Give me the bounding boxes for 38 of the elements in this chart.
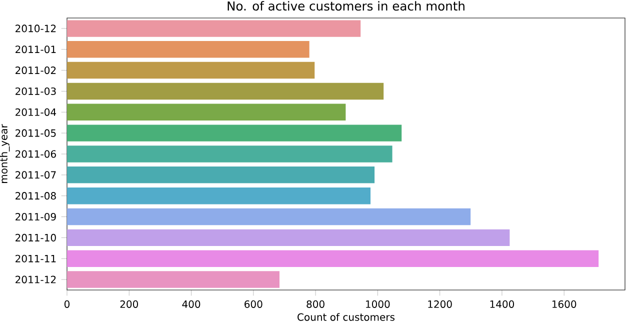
- bar: [67, 229, 510, 246]
- y-tick-label: 2011-06: [16, 150, 56, 158]
- bar: [67, 146, 392, 162]
- y-tick-label: 2011-05: [16, 129, 56, 137]
- x-tick-label: 1400: [490, 300, 514, 308]
- bar: [67, 187, 371, 204]
- y-tick-label: 2011-11: [16, 254, 56, 262]
- y-tick-label: 2011-08: [16, 192, 56, 200]
- y-tick-label: 2011-01: [16, 46, 56, 54]
- bar: [67, 20, 361, 37]
- x-tick-label: 400: [182, 300, 200, 308]
- bar: [67, 62, 315, 79]
- x-tick-label: 0: [64, 300, 70, 308]
- y-tick-label: 2010-12: [16, 24, 56, 32]
- x-tick-label: 200: [120, 300, 138, 308]
- bar: [67, 124, 402, 142]
- y-tick-label: 2011-12: [16, 276, 56, 284]
- bar: [67, 41, 310, 58]
- bar: [67, 166, 375, 184]
- x-tick-label: 1600: [552, 300, 576, 308]
- bar: [67, 250, 599, 267]
- x-tick-label: 1000: [366, 300, 390, 308]
- y-tick-label: 2011-10: [16, 234, 56, 242]
- bar: [67, 82, 384, 100]
- y-tick-label: 2011-04: [16, 108, 56, 116]
- x-tick-label: 1200: [428, 300, 452, 308]
- y-tick-label: 2011-03: [16, 87, 56, 96]
- y-tick-label: 2011-07: [16, 171, 56, 179]
- bar: [67, 271, 280, 288]
- y-tick-label: 2011-02: [16, 66, 56, 74]
- y-axis-title: month_year: [0, 124, 10, 183]
- bar: [67, 208, 471, 226]
- x-tick-label: 600: [244, 300, 262, 308]
- y-tick-label: 2011-09: [16, 212, 56, 221]
- bar: [67, 104, 346, 121]
- x-axis-title: Count of customers: [298, 313, 395, 321]
- chart-title: No. of active customers in each month: [228, 1, 464, 11]
- x-tick-label: 800: [306, 300, 324, 308]
